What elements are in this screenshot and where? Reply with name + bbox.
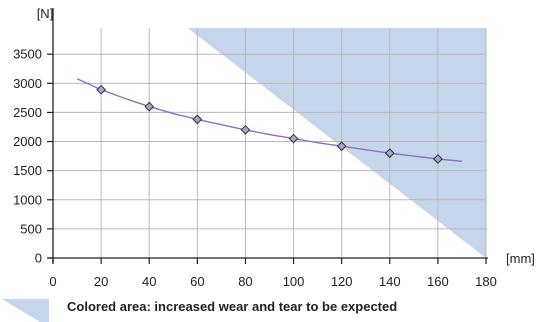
- y-tick-label: 500: [20, 221, 42, 236]
- x-tick-label: 40: [142, 274, 156, 289]
- y-tick-label: 1000: [13, 192, 42, 207]
- data-point-marker: [240, 124, 251, 135]
- data-point-marker: [336, 141, 347, 152]
- wear-region-area: [187, 28, 486, 258]
- data-point-marker: [96, 84, 107, 95]
- x-tick-label: 160: [427, 274, 449, 289]
- data-point-marker: [384, 148, 395, 159]
- x-tick-label: 0: [49, 274, 56, 289]
- legend-swatch: [2, 299, 49, 322]
- x-tick-label: 120: [331, 274, 353, 289]
- data-point-marker: [432, 154, 443, 164]
- y-tick-label: 0: [35, 251, 42, 266]
- data-point-marker: [288, 133, 299, 144]
- x-tick-label: 80: [238, 274, 252, 289]
- data-point-marker: [144, 101, 155, 112]
- x-tick-label: 20: [94, 274, 108, 289]
- y-tick-label: 1500: [13, 163, 42, 178]
- x-tick-label: 100: [283, 274, 305, 289]
- x-axis-unit-label: [mm]: [506, 251, 535, 266]
- y-tick-label: 2000: [13, 134, 42, 149]
- y-axis-unit-label: [N]: [37, 6, 54, 21]
- data-point-marker: [192, 114, 203, 125]
- legend-label: Colored area: increased wear and tear to…: [67, 299, 397, 314]
- x-tick-label: 60: [190, 274, 204, 289]
- x-tick-label: 140: [379, 274, 401, 289]
- y-tick-label: 3500: [13, 47, 42, 62]
- y-tick-label: 3000: [13, 76, 42, 91]
- x-tick-label: 180: [475, 274, 497, 289]
- series-curve: [76, 78, 462, 162]
- y-tick-label: 2500: [13, 105, 42, 120]
